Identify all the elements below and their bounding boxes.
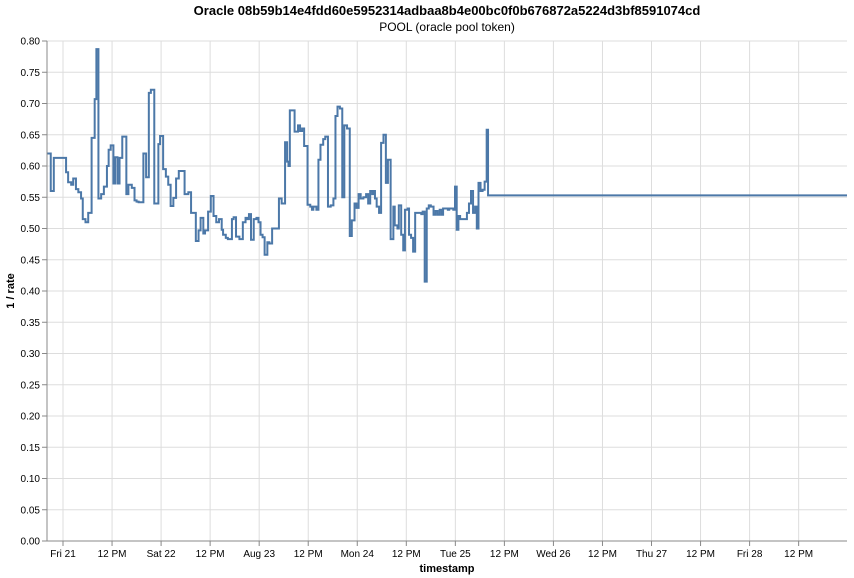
y-tick-label: 0.45 [21,255,41,266]
y-tick-label: 0.05 [21,505,41,516]
x-tick-label: Sat 22 [147,549,176,560]
x-tick-label: 12 PM [686,549,715,560]
y-tick-label: 0.10 [21,474,41,485]
x-tick-label: 12 PM [588,549,617,560]
chart-title: Oracle 08b59b14e4fdd60e5952314adbaa8b4e0… [194,3,701,18]
x-tick-label: Thu 27 [636,549,668,560]
y-tick-label: 0.50 [21,224,41,235]
x-tick-label: 12 PM [196,549,225,560]
x-tick-label: 12 PM [294,549,323,560]
y-tick-label: 0.00 [21,537,41,548]
y-tick-label: 0.70 [21,99,41,110]
x-tick-label: 12 PM [490,549,519,560]
x-tick-label: Wed 26 [536,549,571,560]
y-tick-label: 0.60 [21,162,41,173]
y-tick-label: 0.65 [21,130,41,141]
x-tick-label: Mon 24 [341,549,375,560]
y-axis-title: 1 / rate [5,273,17,308]
y-tick-label: 0.25 [21,380,41,391]
x-tick-label: Aug 23 [243,549,275,560]
series-layer [47,48,847,283]
x-axis-title: timestamp [419,563,474,575]
y-tick-label: 0.15 [21,443,41,454]
x-tick-label: Fri 28 [737,549,763,560]
y-tick-label: 0.40 [21,287,41,298]
x-tick-label: 12 PM [98,549,127,560]
x-tick-label: Tue 25 [440,549,471,560]
y-tick-label: 0.55 [21,193,41,204]
y-tick-label: 0.35 [21,318,41,329]
x-tick-label: Fri 21 [50,549,76,560]
chart-subtitle: POOL (oracle pool token) [379,20,515,34]
y-tick-label: 0.30 [21,349,41,360]
y-tick-label: 0.75 [21,68,41,79]
y-tick-label: 0.20 [21,412,41,423]
x-tick-label: 12 PM [392,549,421,560]
axes: 0.00 0.05 0.10 0.15 0.20 0.25 0.30 0.35 0.40 0.45… [21,37,847,560]
y-tick-label: 0.80 [21,37,41,48]
gridlines [47,40,847,542]
series-line [47,48,847,283]
x-tick-label: 12 PM [784,549,813,560]
